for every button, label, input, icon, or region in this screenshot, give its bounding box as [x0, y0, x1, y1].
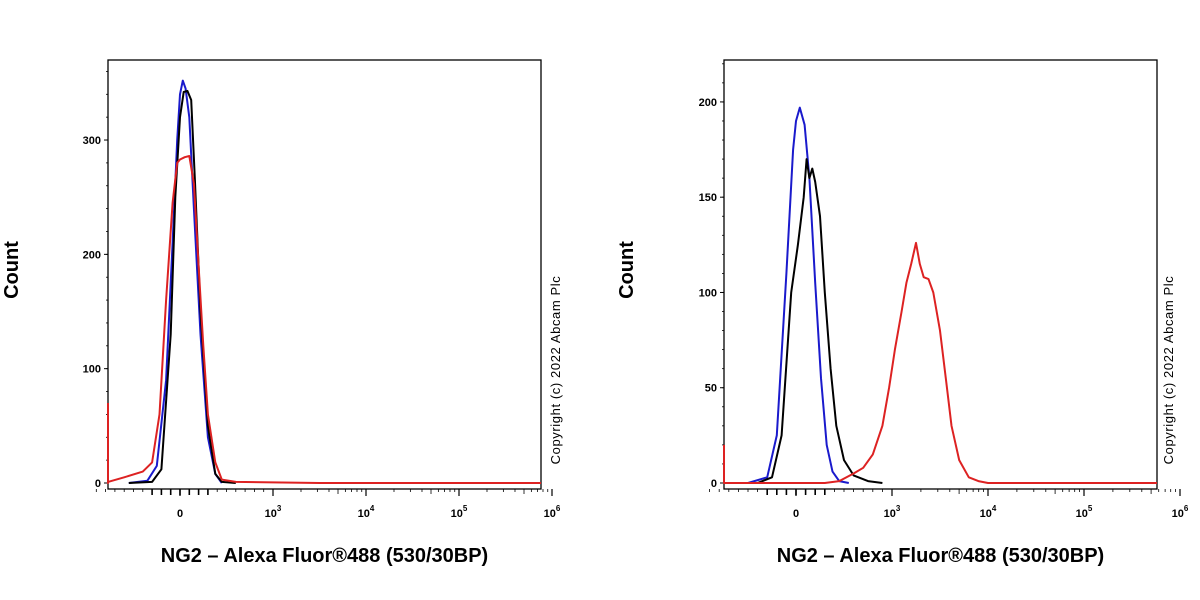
y-axis-label: Count: [1, 241, 23, 299]
histogram-series-line: [757, 158, 883, 484]
x-axis-label: NG2 – Alexa Fluor®488 (530/30BP): [777, 545, 1104, 567]
histogram-panel-left: 0 100 200 300 0 103 104 105 106 Count NG2 – Alexa …: [1, 59, 563, 567]
y-tick-label: 50: [705, 383, 717, 395]
x-tick-label: 104: [358, 504, 375, 520]
copyright-text: Copyright (c) 2022 Abcam Plc: [1161, 276, 1176, 465]
x-tick-label: 103: [265, 504, 282, 520]
x-tick-label: 103: [884, 504, 901, 520]
plot-frame: [107, 59, 542, 490]
copyright-text: Copyright (c) 2022 Abcam Plc: [548, 276, 563, 465]
x-tick-label: 105: [451, 504, 468, 520]
y-tick-label: 0: [711, 478, 717, 490]
y-tick-label: 200: [699, 97, 717, 109]
histogram-panel-right: 0 50 100 150 200 0 103 104 105 106 Count NG2 – Alex…: [616, 0, 1200, 600]
x-tick-label: 0: [793, 508, 799, 520]
x-tick-label: 0: [177, 508, 183, 520]
y-tick-label: 150: [699, 192, 717, 204]
histogram-left-svg: 0 100 200 300 0 103 104 105 106 Count NG2 – Alexa …: [1, 59, 563, 567]
y-tick-label: 100: [699, 287, 717, 299]
x-tick-label: 105: [1076, 504, 1093, 520]
histogram-series-line: [107, 155, 541, 484]
plot-frame: [723, 59, 1158, 490]
x-tick-label: 104: [980, 504, 997, 520]
histogram-series-line: [128, 89, 236, 484]
x-axis-label: NG2 – Alexa Fluor®488 (530/30BP): [161, 545, 488, 567]
y-tick-label: 200: [83, 249, 101, 261]
histogram-series-line: [723, 241, 1157, 484]
x-tick-label: 106: [1172, 504, 1189, 520]
x-tick-label: 106: [544, 504, 561, 520]
histogram-right-svg: 0 50 100 150 200 0 103 104 105 106 Count NG2 – Alex…: [616, 59, 1189, 567]
histogram-series-line: [747, 106, 849, 484]
y-tick-label: 0: [95, 478, 101, 490]
y-tick-label: 300: [83, 135, 101, 147]
y-axis-label: Count: [616, 241, 638, 299]
y-tick-label: 100: [83, 364, 101, 376]
